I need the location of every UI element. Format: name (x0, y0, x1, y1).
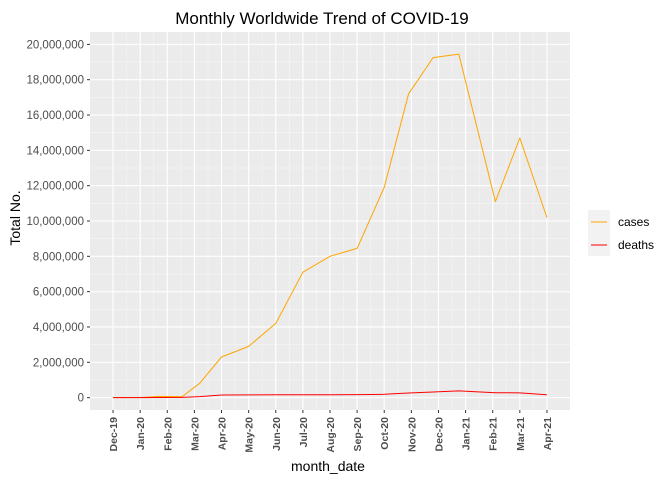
x-tick-label: Nov-20 (406, 417, 418, 452)
x-tick-label: Dec-20 (433, 417, 445, 452)
series-line-cases (113, 53, 548, 399)
y-tick-label: 16,000,000 (26, 110, 84, 122)
x-tick-label: Feb-20 (162, 417, 174, 451)
series-lines (113, 53, 548, 399)
y-tick-label: 12,000,000 (26, 181, 84, 193)
x-tick-label: Jan-20 (135, 417, 147, 450)
y-tick-label: 14,000,000 (26, 145, 84, 157)
y-tick-label: 0 (78, 393, 84, 405)
legend-label-deaths: deaths (618, 238, 654, 252)
x-tick-label: Mar-21 (515, 417, 527, 451)
x-tick-label: Oct-20 (379, 417, 391, 450)
chart-title: Monthly Worldwide Trend of COVID-19 (175, 9, 469, 28)
x-tick-label: Jul-20 (298, 417, 310, 448)
y-tick-label: 6,000,000 (33, 287, 84, 299)
x-tick-label: Mar-20 (189, 417, 201, 451)
y-axis-title: Total No. (7, 190, 23, 245)
x-tick-label: Apr-20 (217, 417, 229, 450)
y-tick-label: 18,000,000 (26, 75, 84, 87)
series-line-deaths (113, 390, 547, 399)
x-axis-title: month_date (291, 458, 365, 474)
x-tick-label: Jan-21 (461, 417, 473, 450)
y-tick-label: 10,000,000 (26, 216, 84, 228)
legend-key-background (588, 210, 610, 256)
legend-label-cases: cases (618, 215, 649, 229)
x-axis: Dec-19 Jan-20 Feb-20 Mar-20 Apr-20 May-20 Jun-… (108, 410, 554, 453)
x-tick-label: Sep-20 (352, 417, 364, 452)
x-tick-label: Jun-20 (271, 417, 283, 451)
legend: cases deaths (588, 210, 654, 256)
y-tick-label: 8,000,000 (33, 251, 84, 263)
x-tick-label: Feb-21 (488, 417, 500, 451)
y-tick-label: 20,000,000 (26, 39, 84, 51)
y-axis: 0 2,000,000 4,000,000 6,000,000 8,000,000 10,… (26, 39, 90, 405)
y-tick-label: 2,000,000 (33, 357, 84, 369)
x-tick-label: Dec-19 (108, 417, 120, 452)
x-tick-label: May-20 (244, 417, 256, 453)
y-tick-label: 4,000,000 (33, 322, 84, 334)
x-tick-label: Aug-20 (325, 417, 337, 453)
x-tick-label: Apr-21 (542, 417, 554, 450)
